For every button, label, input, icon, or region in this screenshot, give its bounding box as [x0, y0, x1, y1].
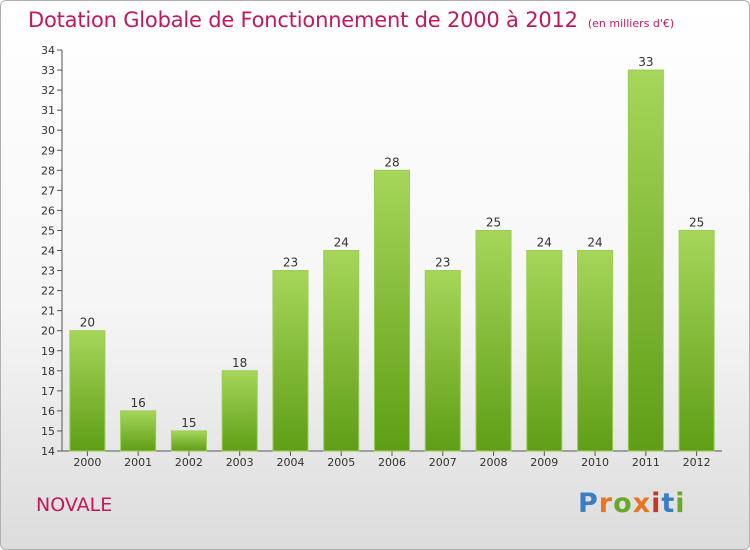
- x-tick-label-2006: 2006: [378, 456, 406, 469]
- x-tick-label-2004: 2004: [276, 456, 304, 469]
- bar-2005: [323, 250, 360, 452]
- value-label-2002: 15: [181, 416, 196, 430]
- bar-2009: [526, 250, 563, 452]
- x-tick-label-2005: 2005: [327, 456, 355, 469]
- x-tick-label-2000: 2000: [73, 456, 101, 469]
- value-label-2008: 25: [486, 215, 501, 229]
- y-tick-label: 31: [41, 104, 55, 117]
- y-tick-label: 30: [41, 124, 55, 137]
- commune-name: NOVALE: [36, 494, 113, 516]
- y-tick-label: 18: [41, 365, 55, 378]
- x-axis: 2000 2001 2002 2003 2004 2005 2006 2007 2008 2009…: [62, 450, 722, 469]
- y-tick-label: 27: [41, 184, 55, 197]
- bar-2003: [221, 370, 258, 452]
- y-tick-label: 15: [41, 425, 55, 438]
- bar-2007: [424, 270, 461, 452]
- logo-letter: i: [675, 488, 686, 519]
- logo-letter: x: [632, 488, 652, 519]
- bar-2001: [120, 410, 157, 452]
- value-label-2004: 23: [283, 256, 298, 270]
- y-tick-label: 28: [41, 164, 55, 177]
- y-tick-label: 16: [41, 405, 55, 418]
- y-tick-label: 20: [41, 325, 55, 338]
- bar-2004: [272, 270, 309, 452]
- x-tick-label-2010: 2010: [581, 456, 609, 469]
- y-tick-label: 33: [41, 64, 55, 77]
- y-tick-label: 17: [41, 385, 55, 398]
- x-tick-label-2001: 2001: [124, 456, 152, 469]
- bar-2000: [69, 330, 106, 452]
- bar-2008: [475, 229, 512, 452]
- bar-2010: [577, 250, 614, 452]
- y-tick-label: 22: [41, 285, 55, 298]
- y-axis: 14 15 16 17 18 19 20 21 22 23 24 25 26 27 28 29 30 31 32 33…: [41, 44, 63, 458]
- bar-2011: [627, 69, 664, 452]
- proxiti-logo: Proxiti: [578, 488, 686, 519]
- bars: 20 16 15 18 23 24 28 23 25 24 24 33 25: [69, 55, 715, 452]
- logo-letter: r: [598, 488, 614, 519]
- title-text: Dotation Globale de Fonctionnement de 20…: [28, 8, 578, 32]
- logo-letter: o: [613, 488, 633, 519]
- value-label-2010: 24: [587, 236, 602, 250]
- x-tick-label-2011: 2011: [632, 456, 660, 469]
- x-tick-label-2012: 2012: [683, 456, 711, 469]
- x-tick-label-2007: 2007: [429, 456, 457, 469]
- x-tick-label-2009: 2009: [530, 456, 558, 469]
- y-tick-label: 25: [41, 224, 55, 237]
- value-label-2011: 33: [638, 55, 653, 69]
- y-tick-label: 14: [41, 445, 55, 458]
- value-label-2012: 25: [689, 215, 704, 229]
- bar-2012: [678, 229, 715, 452]
- value-label-2003: 18: [232, 356, 247, 370]
- y-tick-label: 24: [41, 245, 55, 258]
- bar-2006: [373, 169, 411, 452]
- value-label-2000: 20: [80, 316, 95, 330]
- value-label-2007: 23: [435, 256, 450, 270]
- y-tick-label: 34: [41, 44, 55, 57]
- logo-letter: P: [578, 488, 599, 519]
- logo-letter: t: [661, 488, 676, 519]
- value-label-2005: 24: [334, 236, 349, 250]
- chart-subtitle: (en milliers d'€): [587, 17, 675, 30]
- x-tick-label-2003: 2003: [226, 456, 254, 469]
- value-label-2006: 28: [384, 155, 399, 169]
- y-tick-label: 21: [41, 305, 55, 318]
- logo-letter: i: [651, 488, 662, 519]
- value-label-2009: 24: [537, 236, 552, 250]
- y-tick-label: 26: [41, 204, 55, 217]
- value-label-2001: 16: [131, 396, 146, 410]
- y-tick-label: 29: [41, 144, 55, 157]
- y-tick-label: 23: [41, 265, 55, 278]
- chart-title: Dotation Globale de Fonctionnement de 20…: [28, 8, 674, 32]
- bar-2002: [170, 430, 207, 452]
- y-tick-label: 19: [41, 345, 55, 358]
- x-tick-label-2002: 2002: [175, 456, 203, 469]
- x-tick-label-2008: 2008: [480, 456, 508, 469]
- y-tick-label: 32: [41, 84, 55, 97]
